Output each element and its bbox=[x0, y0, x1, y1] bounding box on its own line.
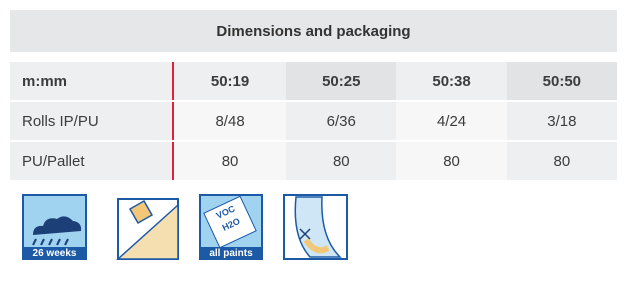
icon-label: 26 weeks bbox=[33, 248, 77, 259]
cell: 4/24 bbox=[396, 101, 506, 141]
cell: 8/48 bbox=[173, 101, 286, 141]
header-row: m:mm 50:19 50:25 50:38 50:50 bbox=[10, 62, 617, 101]
paint-icon: VOC H2O all paints bbox=[200, 195, 262, 259]
cell: 80 bbox=[396, 141, 506, 181]
weather-icon: 26 weeks bbox=[23, 195, 86, 259]
cell: 80 bbox=[286, 141, 396, 181]
column-header: 50:25 bbox=[286, 62, 396, 101]
column-header: m:mm bbox=[10, 62, 173, 101]
surface-icon bbox=[118, 199, 178, 259]
column-header: 50:19 bbox=[173, 62, 286, 101]
icons: 26 weeks VOC H2O all paints bbox=[0, 185, 400, 280]
dimensions-table: m:mm 50:19 50:25 50:38 50:50 Rolls IP/PU… bbox=[10, 62, 617, 182]
cell: 3/18 bbox=[507, 101, 617, 141]
section-title: Dimensions and packaging bbox=[10, 10, 617, 52]
page: Dimensions and packaging m:mm 50:19 50:2… bbox=[0, 0, 627, 285]
column-header: 50:50 bbox=[507, 62, 617, 101]
column-header: 50:38 bbox=[396, 62, 506, 101]
cell: 80 bbox=[507, 141, 617, 181]
row-label: PU/Pallet bbox=[10, 141, 173, 181]
row-label: Rolls IP/PU bbox=[10, 101, 173, 141]
tear-icon bbox=[284, 195, 347, 259]
row: PU/Pallet 80 80 80 80 bbox=[10, 141, 617, 181]
icon-label: all paints bbox=[209, 248, 253, 259]
cell: 6/36 bbox=[286, 101, 396, 141]
cell: 80 bbox=[173, 141, 286, 181]
row: Rolls IP/PU 8/48 6/36 4/24 3/18 bbox=[10, 101, 617, 141]
